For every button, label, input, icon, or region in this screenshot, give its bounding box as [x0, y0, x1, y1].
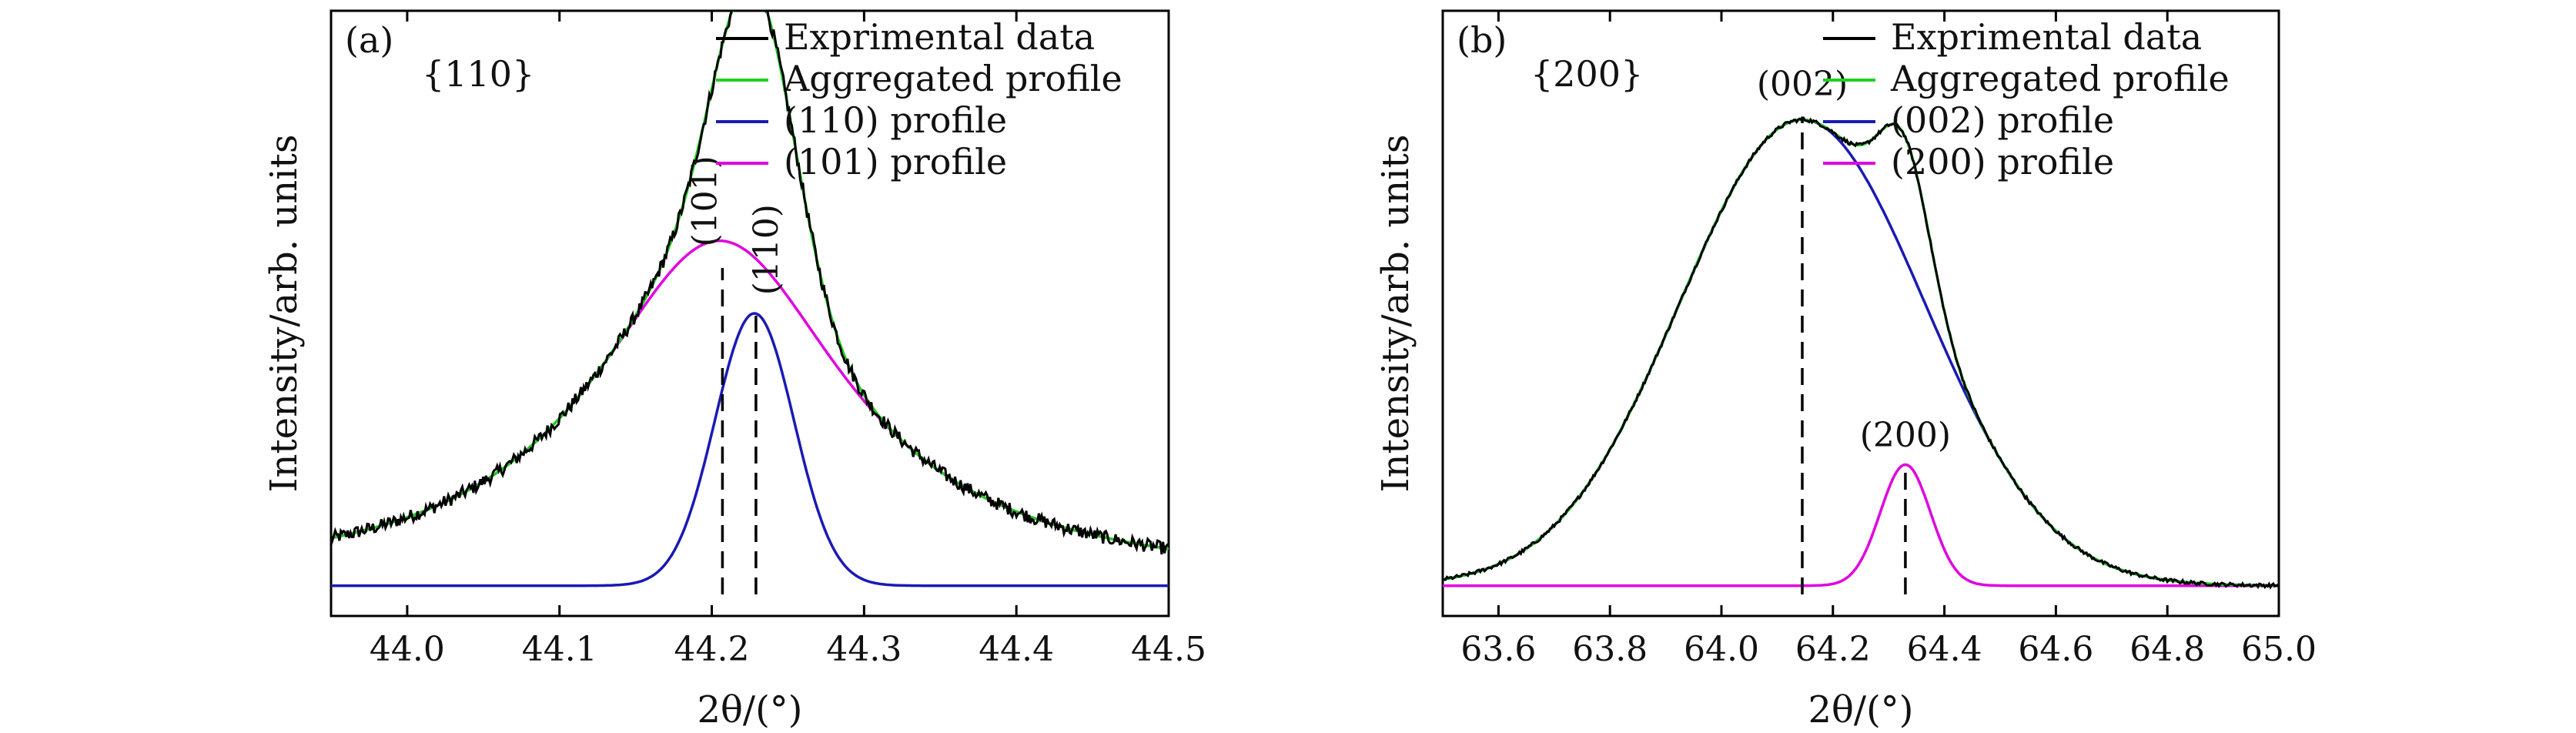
series-line-0 [1443, 115, 2279, 590]
panel-label: (b) [1457, 19, 1507, 61]
curves [331, 11, 1169, 587]
legend-entry: (200) profile [1891, 141, 2114, 182]
x-axis-title: 2θ/(°) [697, 688, 802, 731]
x-axis-title: 2θ/(°) [1808, 688, 1913, 731]
legend-entry: Exprimental data [1891, 16, 2202, 58]
y-axis-title: Intensity/arb. units [1374, 135, 1417, 493]
x-tick-label: 44.1 [522, 630, 597, 669]
x-tick-label: 65.0 [2241, 630, 2317, 669]
plot-frame [330, 9, 1170, 618]
x-tick-label: 64.0 [1684, 630, 1759, 669]
curves [1443, 115, 2279, 590]
family-label: {110} [422, 53, 534, 95]
x-tick-label: 64.8 [2129, 630, 2205, 669]
chart-panel-a: 44.0 44.1 44.2 44.3 44.4 44.5 2θ/(°) Intensity/… [263, 9, 1206, 731]
legend-entry: Aggregated profile [783, 58, 1122, 99]
series-line-0 [331, 11, 1169, 555]
legend-entry: Aggregated profile [1890, 58, 2230, 99]
series-line-2 [331, 312, 1169, 587]
peak-marker-label: (002) [1757, 65, 1848, 104]
x-tick-label: 64.4 [1907, 630, 1982, 669]
peak-marker-label: (101) [685, 156, 724, 246]
x-tick-label: 44.4 [979, 630, 1054, 669]
panel-label: (a) [345, 19, 393, 61]
legend-entry: Exprimental data [784, 16, 1095, 58]
x-tick-label: 63.8 [1572, 630, 1648, 669]
series-line-3 [1443, 463, 2279, 587]
series-line-1 [1443, 118, 2279, 587]
y-axis-title: Intensity/arb. units [263, 135, 306, 493]
x-tick-label: 44.2 [674, 630, 750, 669]
x-tick-label: 64.2 [1795, 630, 1871, 669]
x-tick-label: 44.0 [370, 630, 445, 669]
series-line-2 [1443, 118, 2279, 587]
peak-marker-label: (110) [747, 204, 786, 295]
chart-panel-b: 63.6 63.8 64.0 64.2 64.4 64.6 64.8 65.0 2θ/(°) In… [1374, 9, 2317, 731]
x-tick-label: 64.6 [2018, 630, 2093, 669]
family-label: {200} [1531, 53, 1643, 95]
plot-frame [1441, 9, 2280, 618]
x-tick-label: 44.5 [1131, 630, 1206, 669]
legend-entry: (002) profile [1891, 99, 2114, 141]
x-tick-label: 44.3 [826, 630, 902, 669]
peak-marker-label: (200) [1860, 416, 1951, 455]
x-tick-label: 63.6 [1460, 630, 1536, 669]
legend-entry: (110) profile [784, 99, 1007, 141]
legend-entry: (101) profile [784, 141, 1007, 182]
